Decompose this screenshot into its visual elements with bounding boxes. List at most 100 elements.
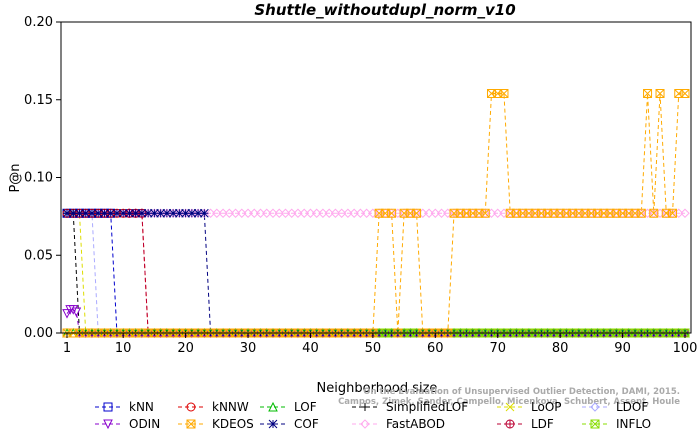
legend-label: COF [294, 417, 319, 431]
legend-label: SimplifiedLOF [386, 400, 468, 414]
data-point [150, 208, 159, 218]
data-point [636, 208, 646, 218]
legend-item-cof: COF [260, 417, 319, 431]
legend-item-odin: ODIN [95, 417, 160, 431]
x-axis-label: Neighborhood size [317, 381, 438, 396]
legend-item-fastabod: FastABOD [352, 417, 445, 431]
data-point [199, 208, 209, 218]
y-tick-label: 0.05 [24, 248, 53, 263]
data-point [412, 208, 422, 218]
x-tick-label: 80 [552, 341, 569, 356]
legend-marker [268, 401, 278, 412]
legend-marker [590, 402, 600, 412]
legend-label: ODIN [129, 417, 160, 431]
y-tick-label: 0.00 [24, 326, 53, 341]
plot-area [60, 21, 692, 334]
data-point [205, 208, 216, 218]
data-point [255, 208, 266, 218]
data-point [65, 305, 75, 315]
data-point [125, 208, 134, 218]
legend-item-ldf: LDF [497, 417, 554, 431]
data-point [680, 208, 690, 218]
x-tick-label: 100 [673, 341, 698, 356]
data-point [499, 89, 509, 99]
legend-item-lof: LOF [260, 400, 317, 414]
legend-marker [186, 419, 196, 429]
data-point [212, 208, 222, 218]
y-tick-label: 0.20 [24, 15, 53, 30]
data-point [62, 208, 72, 218]
legend-item-kdeos: KDEOS [178, 417, 254, 431]
x-tick-label: 60 [427, 341, 444, 356]
data-point [343, 208, 353, 218]
data-point [187, 208, 197, 218]
x-tick-label: 1 [63, 341, 71, 356]
data-point [224, 208, 235, 218]
legend-item-loop: LoOP [497, 400, 562, 414]
data-point [387, 208, 397, 218]
data-point [361, 208, 372, 218]
legend-marker [590, 419, 600, 429]
data-point [280, 208, 291, 218]
data-point [293, 208, 303, 218]
legend-marker [505, 419, 515, 429]
data-point [237, 208, 247, 218]
data-point [68, 208, 78, 218]
data-point [324, 208, 334, 218]
y-tick-label: 0.10 [24, 171, 53, 186]
data-point [137, 208, 147, 218]
x-tick-label: 50 [365, 341, 382, 356]
legend-marker [360, 419, 370, 429]
data-point [156, 208, 165, 218]
data-point [218, 208, 228, 218]
data-point [430, 208, 441, 218]
legend-label: LOF [294, 400, 317, 414]
series-line-ldf [129, 212, 685, 334]
data-point [230, 208, 241, 218]
data-point [93, 208, 103, 218]
legend: kNN kNNW LOF SimplifiedLOF LoOP LDOF ODIN KDEOS… [95, 400, 651, 431]
x-tick-label: 10 [115, 341, 132, 356]
y-tick-label: 0.15 [24, 93, 53, 108]
x-tick-label: 40 [302, 341, 319, 356]
data-point [305, 208, 316, 218]
data-point [268, 208, 278, 218]
data-point [655, 89, 665, 99]
x-tick-label: 20 [177, 341, 194, 356]
legend-label: kNNW [212, 400, 249, 414]
legend-item-knnw: kNNW [178, 400, 249, 414]
data-point [112, 208, 122, 218]
data-point [355, 208, 366, 218]
data-point [193, 208, 203, 218]
y-axis-label: P@n [8, 163, 23, 192]
data-point [71, 307, 82, 318]
data-point [62, 309, 72, 319]
data-point [75, 208, 84, 218]
legend-label: LoOP [531, 400, 562, 414]
legend-marker [103, 402, 113, 412]
data-point [249, 208, 259, 218]
data-point [480, 208, 490, 218]
data-point [181, 208, 190, 218]
chart-title: Shuttle_withoutdupl_norm_v10 [254, 1, 515, 19]
legend-marker [103, 419, 113, 430]
data-point [311, 208, 322, 218]
legend-label: FastABOD [386, 417, 445, 431]
x-tick-label: 30 [240, 341, 257, 356]
data-point [243, 208, 253, 218]
data-point [336, 208, 347, 218]
data-point [262, 208, 272, 218]
data-point [424, 208, 434, 218]
series-line-ldof [67, 212, 685, 334]
legend-item-simplifiedlof: SimplifiedLOF [352, 400, 468, 414]
data-point [106, 208, 116, 218]
data-point [87, 208, 97, 218]
legend-label: KDEOS [212, 417, 254, 431]
data-point [330, 208, 341, 218]
legend-label: LDF [531, 417, 554, 431]
data-point [274, 208, 284, 218]
data-point [349, 208, 359, 218]
legend-item-knn: kNN [95, 400, 154, 414]
data-point [493, 208, 503, 218]
